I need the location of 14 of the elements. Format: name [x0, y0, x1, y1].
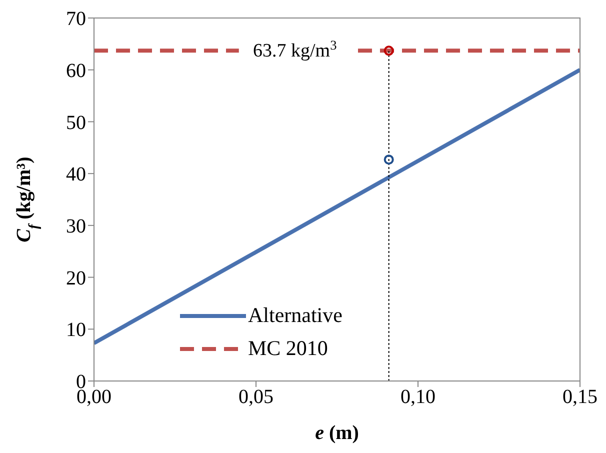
- y-tick-label: 20: [66, 267, 86, 290]
- x-tick-label: 0,10: [400, 386, 436, 408]
- legend-label: MC 2010: [248, 336, 328, 361]
- annotation: 63.7 kg/m$^{3}$: [253, 37, 338, 62]
- y-tick-label: 40: [66, 164, 86, 186]
- y-tick-label: 30: [66, 216, 86, 238]
- x-tick-label: 0,05: [238, 386, 274, 408]
- y-tick-label: 70: [66, 8, 86, 30]
- x-tick-label: 0,15: [562, 386, 598, 408]
- y-tick-label: 10: [66, 319, 86, 342]
- y-tick-label: 50: [66, 112, 86, 134]
- x-axis-title: e (m): [315, 422, 359, 444]
- legend-label: Alternative: [248, 303, 342, 328]
- y-tick-label: 60: [66, 60, 86, 82]
